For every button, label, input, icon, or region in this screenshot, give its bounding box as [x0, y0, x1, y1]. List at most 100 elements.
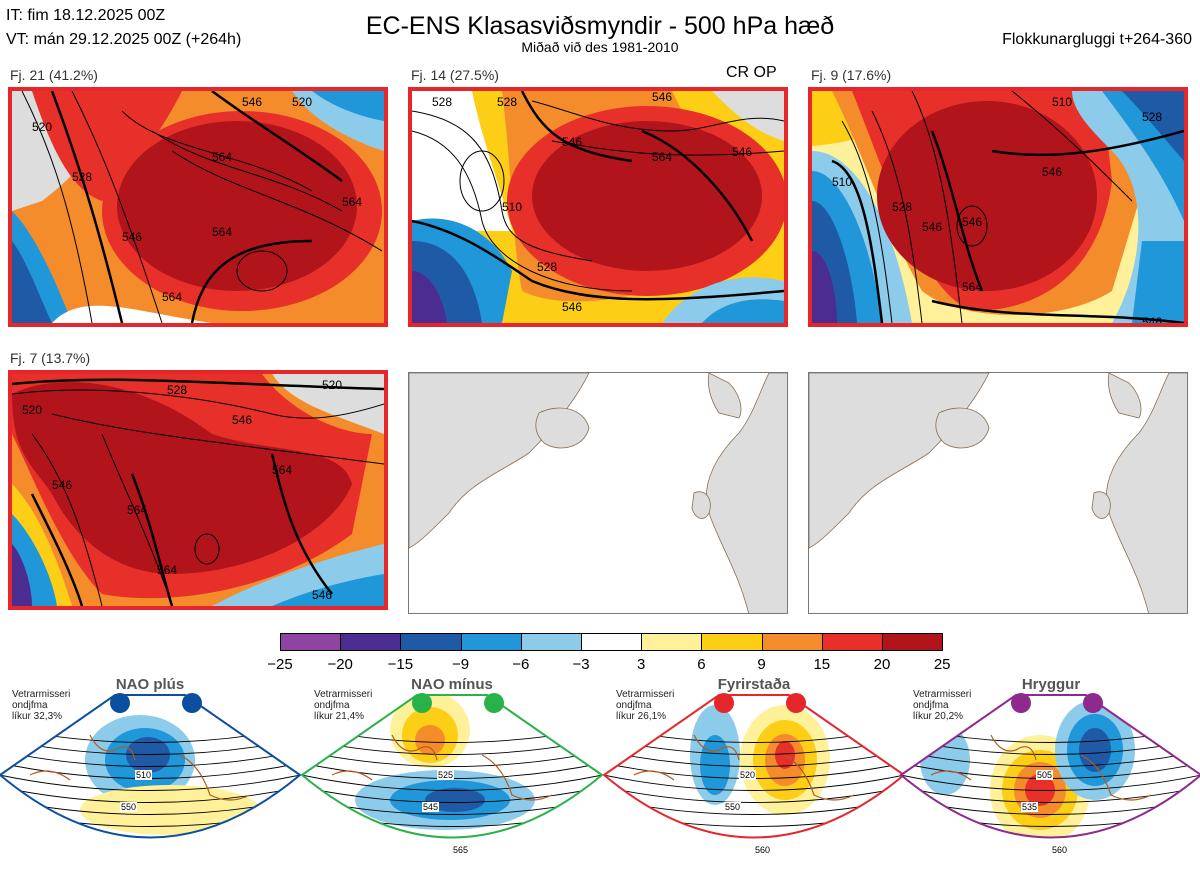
contour-label: 528 — [537, 260, 557, 274]
contour-label: 564 — [127, 503, 147, 517]
regime-marker-icon — [1083, 693, 1103, 713]
regime-note-line: ondjfma — [616, 700, 652, 711]
control-operational-tag: CR OP — [726, 64, 777, 81]
colorbar-tick-label: 15 — [813, 656, 831, 673]
regime-note-3: Vetrarmisseri ondjfma líkur 26,1% — [616, 689, 674, 722]
regime-marker-icon — [182, 693, 202, 713]
cluster-map-3[interactable]: 510 528 546 546 546 564 546 510 528 — [808, 87, 1188, 327]
panel-label-4: Fj. 7 (13.7%) — [10, 350, 91, 366]
regime-contour-label: 550 — [724, 802, 742, 812]
contour-label: 528 — [72, 170, 92, 184]
contour-label: 564 — [157, 563, 177, 577]
colorbar-tick-label: 9 — [757, 656, 766, 673]
classification-window: Flokkunargluggi t+264-360 — [1002, 31, 1192, 48]
regime-marker-icon — [786, 693, 806, 713]
colorbar-tick-label: 25 — [933, 656, 951, 673]
contour-label: 546 — [1042, 165, 1062, 179]
regime-contour-label: 505 — [1036, 770, 1054, 780]
page-subtitle: Miðað við des 1981-2010 — [521, 39, 679, 55]
contour-label: 520 — [322, 378, 342, 392]
regime-note-line: Vetrarmisseri — [913, 689, 972, 700]
contour-label: 564 — [652, 150, 672, 164]
colorbar-tick-label: −9 — [452, 656, 470, 673]
contour-label: 546 — [652, 91, 672, 104]
empty-map-6 — [808, 372, 1188, 614]
regime-title-1: NAO plús — [115, 676, 185, 693]
contour-label: 520 — [292, 95, 312, 109]
regime-marker-icon — [714, 693, 734, 713]
contour-label: 546 — [52, 478, 72, 492]
contour-label: 546 — [962, 215, 982, 229]
regime-contour-label: 560 — [754, 845, 772, 855]
regime-note-line: ondjfma — [12, 700, 48, 711]
anomaly-field-1: 520 528 546 546 564 564 564 564 520 — [12, 91, 384, 323]
regime-contour-label: 545 — [422, 802, 440, 812]
contour-label: 546 — [122, 230, 142, 244]
contour-label: 528 — [167, 383, 187, 397]
regime-contour-label: 560 — [1051, 845, 1069, 855]
regime-title-2: NAO mínus — [411, 676, 493, 693]
regime-title-3: Fyrirstaða — [717, 676, 791, 693]
regime-marker-icon — [1011, 693, 1031, 713]
contour-label: 546 — [562, 135, 582, 149]
cluster-map-1[interactable]: 520 528 546 546 564 564 564 564 520 — [8, 87, 388, 327]
basemap-6 — [809, 373, 1187, 613]
colorbar-tick-label: 6 — [697, 656, 706, 673]
regime-contour-label: 525 — [437, 770, 455, 780]
contour-label: 564 — [962, 280, 982, 294]
page-title: EC-ENS Klasasviðsmyndir - 500 hPa hæð — [365, 12, 835, 40]
basemap-5 — [409, 373, 787, 613]
colorbar-tick-label: 20 — [873, 656, 891, 673]
regime-note-line: Vetrarmisseri — [12, 689, 71, 700]
contour-label: 528 — [1142, 110, 1162, 124]
panel-label-1: Fj. 21 (41.2%) — [10, 67, 98, 83]
regime-note-line: líkur 26,1% — [616, 711, 667, 722]
regime-note-4: Vetrarmisseri ondjfma líkur 20,2% — [913, 689, 971, 722]
contour-label: 510 — [832, 175, 852, 189]
contour-label: 564 — [212, 225, 232, 239]
contour-label: 564 — [212, 150, 232, 164]
contour-label: 528 — [432, 95, 452, 109]
regime-note-line: líkur 20,2% — [913, 711, 964, 722]
contour-label: 546 — [562, 300, 582, 314]
contour-label: 546 — [232, 413, 252, 427]
cluster-map-2[interactable]: 528 528 546 564 546 510 528 546 546 — [408, 87, 788, 327]
colorbar-tick-label: −20 — [327, 656, 353, 673]
issue-time: IT: fim 18.12.2025 00Z — [6, 7, 166, 24]
valid-time: VT: mán 29.12.2025 00Z (+264h) — [6, 31, 242, 48]
regime-note-line: líkur 21,4% — [314, 711, 365, 722]
colorbar-tick-label: −3 — [572, 656, 590, 673]
empty-map-5 — [408, 372, 788, 614]
regime-note-2: Vetrarmisseri ondjfma líkur 21,4% — [314, 689, 372, 722]
regime-contour-label: 565 — [452, 845, 470, 855]
contour-label: 520 — [22, 403, 42, 417]
colorbar-tick-label: −6 — [512, 656, 530, 673]
contour-label: 520 — [32, 120, 52, 134]
regime-marker-icon — [484, 693, 504, 713]
cluster-map-4[interactable]: 528 546 546 564 564 564 546 520 520 — [8, 370, 388, 610]
contour-label: 564 — [272, 463, 292, 477]
regime-marker-icon — [412, 693, 432, 713]
regime-contour-label: 520 — [739, 770, 757, 780]
colorbar-tick-label: −25 — [267, 656, 293, 673]
regime-note-line: líkur 32,3% — [12, 711, 63, 722]
regime-contour-label: 550 — [120, 802, 138, 812]
panel-label-2: Fj. 14 (27.5%) — [411, 67, 499, 83]
contour-label: 546 — [312, 588, 332, 602]
colorbar-tick-label: −15 — [387, 656, 414, 673]
colorbar-segment — [882, 633, 944, 651]
anomaly-field-3: 510 528 546 546 546 564 546 510 528 — [812, 91, 1184, 323]
regime-note-line: ondjfma — [913, 700, 949, 711]
contour-label: 546 — [732, 145, 752, 159]
regime-marker-icon — [110, 693, 130, 713]
anomaly-field-2: 528 528 546 564 546 510 528 546 546 — [412, 91, 784, 323]
anomaly-field-4: 528 546 546 564 564 564 546 520 520 — [12, 374, 384, 606]
panel-label-3: Fj. 9 (17.6%) — [811, 67, 892, 83]
regime-note-1: Vetrarmisseri ondjfma líkur 32,3% — [12, 689, 70, 722]
regime-note-line: ondjfma — [314, 700, 350, 711]
contour-label: 546 — [922, 220, 942, 234]
